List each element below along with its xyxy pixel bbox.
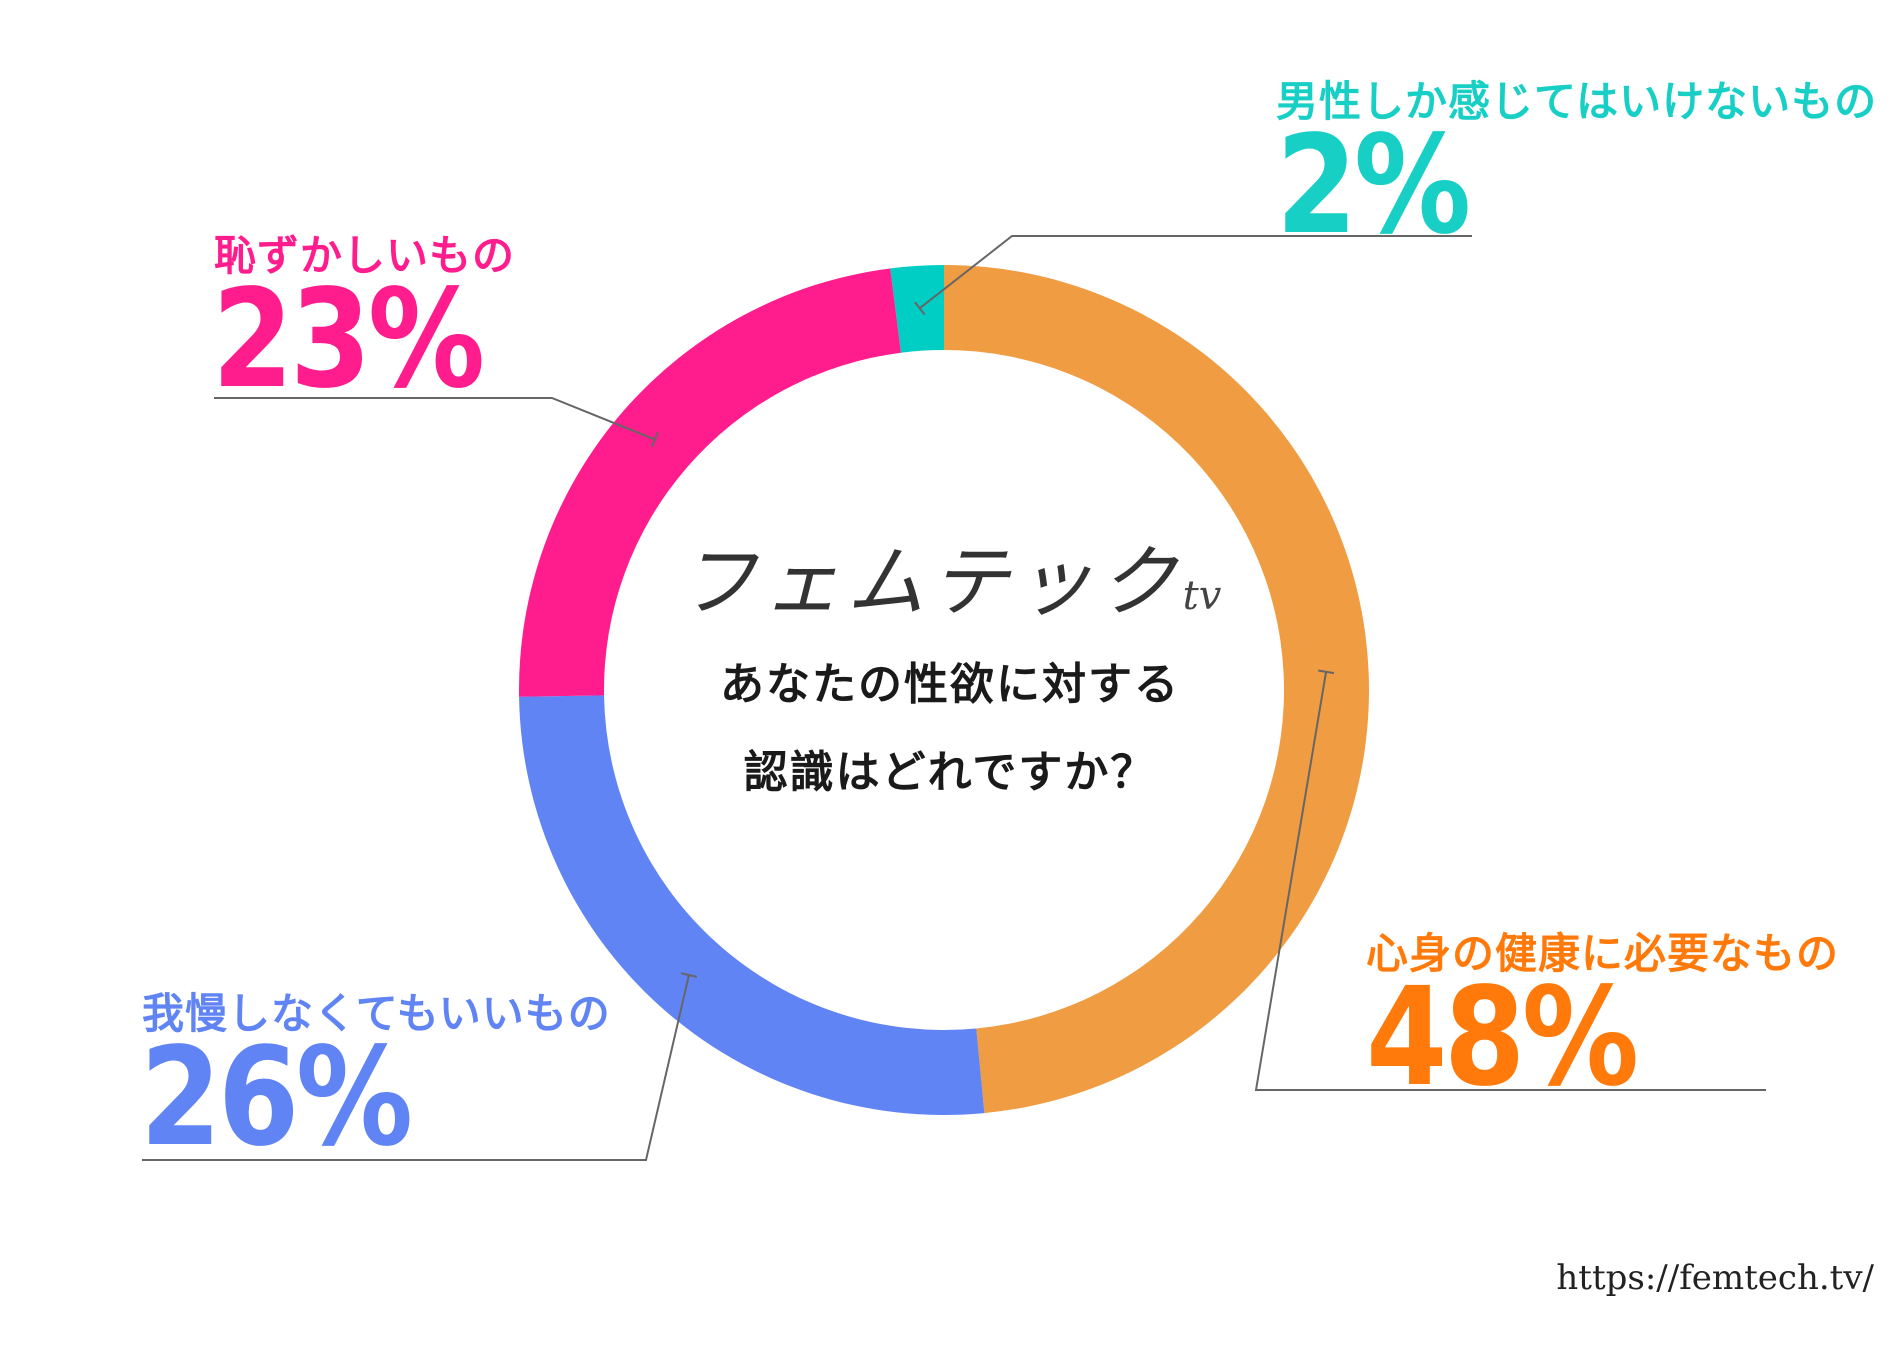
leader-line-embarrassing bbox=[214, 397, 656, 441]
donut-slices bbox=[519, 265, 1369, 1115]
leader-line-health-tick bbox=[1318, 669, 1335, 675]
slice-male-only bbox=[890, 265, 944, 353]
leader-line-male-only bbox=[919, 235, 1472, 310]
slice-label-no-need-to-endure: 我慢しなくてもいいもの bbox=[142, 989, 611, 1038]
slice-value-embarrassing: 23% bbox=[212, 261, 485, 419]
slice-health bbox=[944, 265, 1369, 1114]
slice-label-health: 心身の健康に必要なもの bbox=[1366, 929, 1840, 978]
question-line-2: 認識はどれですか？ bbox=[743, 747, 1157, 798]
logo-suffix-text: tv bbox=[1182, 573, 1222, 619]
leader-line-male-only-tick bbox=[914, 301, 926, 316]
slice-label-male-only: 男性しか感じてはいけないもの bbox=[1276, 77, 1878, 126]
source-url: https://femtech.tv/ bbox=[1556, 1258, 1874, 1298]
femtech-tv-logo: フェムテックtv bbox=[679, 520, 1222, 632]
leader-line-no-need-to-endure bbox=[142, 974, 690, 1161]
slice-value-health: 48% bbox=[1366, 959, 1639, 1117]
leader-line-health bbox=[1254, 671, 1766, 1091]
slice-embarrassing bbox=[519, 268, 901, 697]
slice-value-no-need-to-endure: 26% bbox=[140, 1019, 413, 1177]
slice-value-male-only: 2% bbox=[1276, 107, 1471, 265]
slice-no-need-to-endure bbox=[519, 695, 985, 1115]
logo-main-text: フェムテック bbox=[678, 538, 1183, 628]
leader-line-embarrassing-tick bbox=[651, 431, 659, 448]
slice-label-embarrassing: 恥ずかしいもの bbox=[214, 231, 516, 280]
leader-line-no-need-to-endure-tick bbox=[680, 972, 697, 978]
question-line-1: あなたの性欲に対する bbox=[720, 659, 1180, 710]
leader-lines bbox=[142, 235, 1766, 1161]
